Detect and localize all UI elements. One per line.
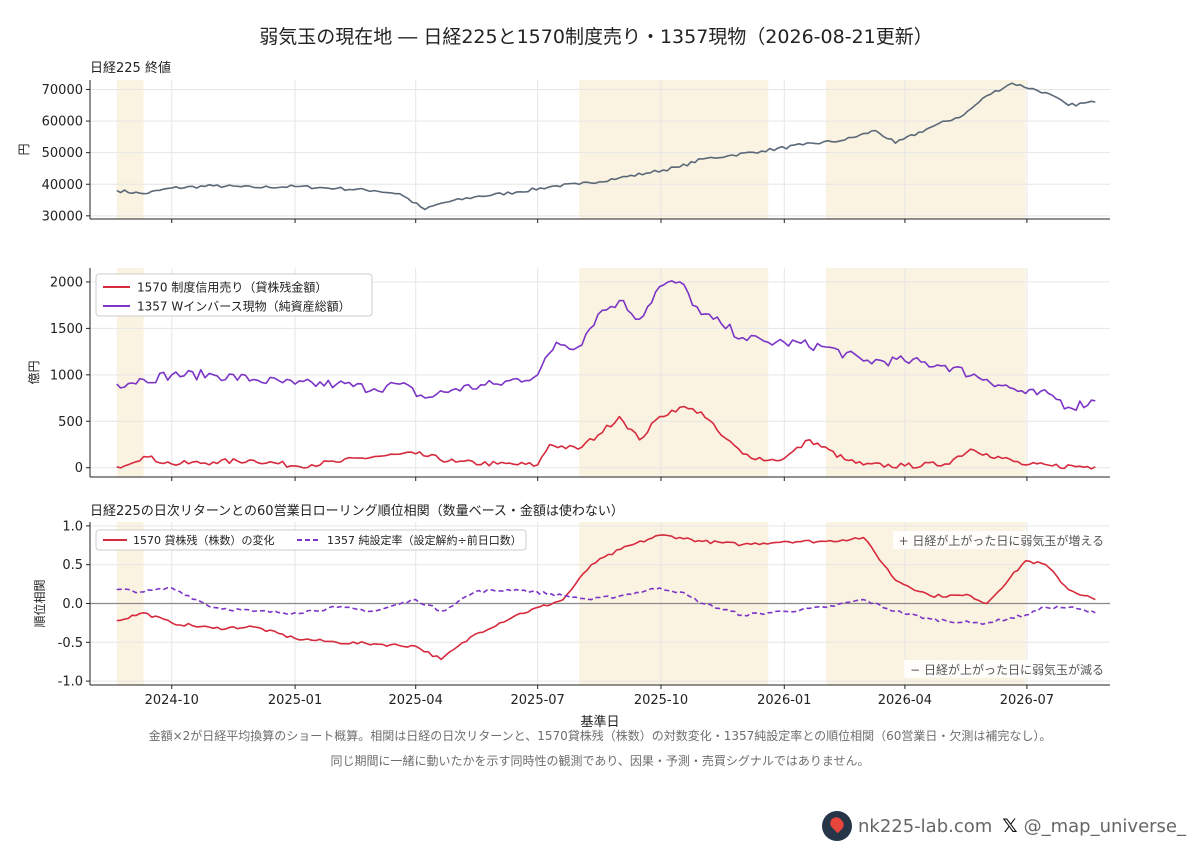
legend-label-2-1: 1357 純設定率（設定解約÷前日口数） [327, 533, 522, 547]
y-axis-label-0: 円 [17, 143, 31, 155]
y-axis-label-1: 億円 [27, 360, 41, 384]
y-tick-label-1-4: 2000 [50, 275, 83, 290]
legend-box-1 [95, 273, 373, 317]
y-tick-label-0-3: 60000 [42, 115, 83, 130]
x-tick-label-1: 2025-01 [268, 693, 322, 708]
series-line-2-0 [116, 534, 1096, 661]
y-tick-label-0-1: 40000 [42, 178, 83, 193]
footnote-method: 金額×2が日経平均換算のショート概算。相関は日経の日次リターンと、1570貸株残… [148, 729, 1052, 743]
legend-label-1-0: 1570 制度信用売り（貸株残金額） [137, 280, 327, 295]
series-line-1-1 [116, 280, 1096, 412]
y-tick-label-1-0: 0 [75, 461, 83, 476]
chart-title: 弱気玉の現在地 ― 日経225と1570制度売り・1357現物（2026-08-… [259, 26, 932, 48]
y-tick-label-0-0: 30000 [42, 209, 83, 224]
annotation-bottom: − 日経が上がった日に弱気玉が減る [910, 662, 1104, 677]
x-tick-label-5: 2026-01 [757, 693, 811, 708]
x-tick-label-4: 2025-10 [634, 693, 688, 708]
x-tick-label-0: 2024-10 [145, 693, 199, 708]
shaded-period-0-0 [116, 80, 144, 219]
annotation-top: + 日経が上がった日に弱気玉が増える [898, 533, 1104, 548]
x-axis-label: 基準日 [580, 714, 619, 730]
series-line-1-0 [116, 405, 1096, 470]
y-tick-label-0-4: 70000 [42, 83, 83, 98]
y-tick-label-2-1: -0.5 [58, 636, 83, 651]
panel-subtitle-0: 日経225 終値 [90, 60, 171, 76]
x-tick-label-3: 2025-07 [511, 693, 565, 708]
x-logo-icon: 𝕏 [1002, 815, 1018, 837]
y-tick-label-2-2: 0.0 [62, 597, 83, 612]
y-tick-label-0-2: 50000 [42, 146, 83, 161]
x-tick-label-7: 2026-07 [1000, 693, 1054, 708]
legend-box-2 [95, 529, 527, 551]
x-tick-label-6: 2026-04 [878, 693, 932, 708]
series-line-0-0 [116, 82, 1096, 211]
legend-1: 1570 制度信用売り（貸株残金額） 1357 Wインバース現物（純資産総額） [95, 273, 373, 317]
y-tick-label-1-2: 1000 [50, 368, 83, 383]
legend-label-2-0: 1570 貸株残（株数）の変化 [133, 533, 275, 547]
y-tick-label-2-4: 1.0 [62, 519, 83, 534]
brand-handle[interactable]: @_map_universe_ [1023, 815, 1186, 837]
series-line-2-1 [116, 586, 1096, 626]
y-tick-label-2-0: -1.0 [58, 675, 83, 690]
panel-subtitle-2: 日経225の日次リターンとの60営業日ローリング順位相関（数量ベース・金額は使わ… [90, 503, 624, 519]
legend-2: 1570 貸株残（株数）の変化 1357 純設定率（設定解約÷前日口数） [95, 529, 527, 551]
shaded-period-1-1 [579, 268, 769, 477]
annotation-bg-top [893, 531, 1106, 549]
y-tick-label-1-3: 1500 [50, 322, 83, 337]
y-axis-label-2: 順位相関 [32, 579, 47, 627]
y-tick-label-2-3: 0.5 [62, 558, 83, 573]
shaded-period-0-2 [825, 80, 1026, 219]
annotation-bg-bottom [904, 660, 1106, 678]
x-tick-label-2: 2025-04 [389, 693, 443, 708]
shaded-period-0-1 [579, 80, 769, 219]
brand-footer: nk225-lab.com 𝕏 @_map_universe_ [821, 810, 1186, 842]
footnote-disclaimer: 同じ期間に一緒に動いたかを示す同時性の観測であり、因果・予測・売買シグナルではあ… [330, 754, 870, 768]
map-pin-logo-icon [821, 811, 852, 841]
y-tick-label-1-1: 500 [58, 415, 83, 430]
brand-site[interactable]: nk225-lab.com [857, 815, 993, 837]
legend-label-1-1: 1357 Wインバース現物（純資産総額） [137, 299, 351, 314]
shaded-period-1-2 [825, 268, 1026, 477]
